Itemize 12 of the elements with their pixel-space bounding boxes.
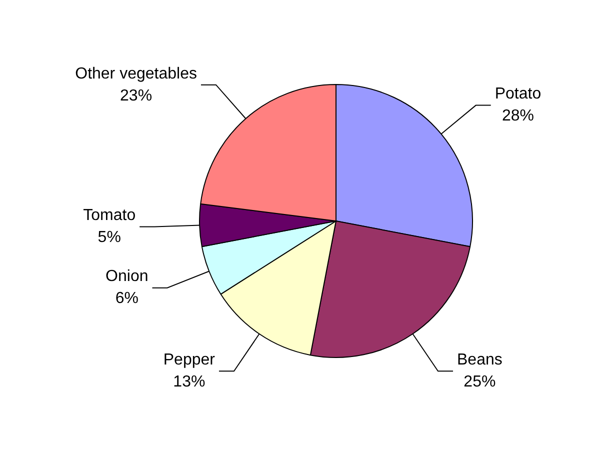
slice-label: Potato <box>494 86 542 103</box>
data-label: 13% <box>173 374 206 391</box>
data-label: 5% <box>98 229 121 246</box>
data-label: 23% <box>120 87 152 104</box>
slice-label: Pepper <box>163 352 216 369</box>
slice-label: Other vegetables <box>75 65 197 82</box>
data-label: 28% <box>502 108 534 125</box>
slice-label: Onion <box>106 268 148 286</box>
data-label: 6% <box>115 290 138 308</box>
data-label: 25% <box>464 374 496 391</box>
slice-label: Beans <box>457 352 502 369</box>
slice-label: Tomato <box>83 207 136 224</box>
